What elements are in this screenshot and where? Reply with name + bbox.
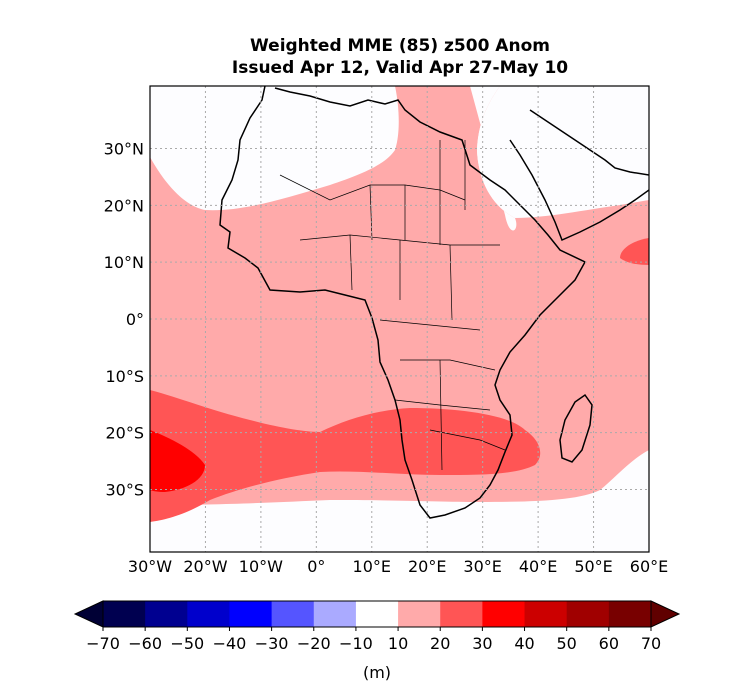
colorbar-tick-label: 10: [388, 634, 408, 653]
colorbar-tick-label: −30: [255, 634, 289, 653]
map-title-line2: Issued Apr 12, Valid Apr 27-May 10: [231, 58, 569, 78]
lon-tick-label: 30°E: [463, 557, 501, 576]
colorbar-swatch: [313, 601, 357, 627]
colorbar-tick-label: 60: [599, 634, 619, 653]
colorbar-unit-label: (m): [363, 663, 391, 682]
lat-tick-label: 10°S: [105, 367, 144, 386]
map-plot-area: [150, 86, 649, 552]
coastline-madagascar: [559, 393, 593, 463]
colorbar-tick-label: 50: [557, 634, 577, 653]
colorbar-swatch: [229, 601, 273, 627]
colorbar: −70 −60 −50 −40 −30 −20 −10 10 20 30 40 50 60 70: [73, 600, 681, 653]
lat-tick-label: 0°: [126, 310, 144, 329]
colorbar-tick-label: −60: [128, 634, 162, 653]
lon-tick-label: 50°E: [574, 557, 612, 576]
lon-tick-label: 40°E: [519, 557, 557, 576]
lat-tick-labels: 30°N 20°N 10°N 0° 10°S 20°S 30°S: [104, 140, 144, 500]
colorbar-tick-label: −50: [170, 634, 204, 653]
lon-tick-label: 10°E: [353, 557, 391, 576]
lon-tick-labels: 30°W 20°W 10°W 0° 10°E 20°E 30°E 40°E 50°E 60°E: [128, 557, 668, 576]
colorbar-tick-label: −20: [297, 634, 331, 653]
colorbar-swatch: [103, 601, 146, 627]
lon-tick-label: 20°W: [183, 557, 227, 576]
coastline-africa: [219, 86, 587, 519]
map-frame: [149, 85, 650, 553]
lat-tick-label: 20°S: [105, 424, 144, 443]
colorbar-swatch: [398, 601, 441, 627]
colorbar-tick-label: 20: [430, 634, 450, 653]
colorbar-tick-label: −70: [86, 634, 120, 653]
map-title-line1: Weighted MME (85) z500 Anom: [250, 36, 550, 56]
lat-tick-label: 20°N: [104, 196, 144, 215]
colorbar-swatch: [271, 601, 315, 627]
country-borders: [279, 140, 506, 471]
anomaly-20-30-region: [150, 390, 541, 522]
colorbar-extend-min: [73, 600, 104, 628]
colorbar-extend-max: [650, 600, 681, 628]
map-gridlines: [150, 86, 649, 552]
colorbar-swatch: [440, 601, 483, 627]
colorbar-swatch: [355, 601, 399, 627]
anomaly-20-30-arabian-patch: [620, 238, 649, 265]
lat-tick-label: 30°S: [105, 480, 144, 499]
colorbar-tick-label: −10: [339, 634, 373, 653]
colorbar-tick-label: −40: [213, 634, 247, 653]
anomaly-below-10-middle-east: [470, 86, 517, 231]
colorbar-swatch: [145, 601, 188, 627]
colorbar-swatch: [187, 601, 230, 627]
anomaly-30-40-region: [150, 430, 205, 492]
lat-tick-label: 10°N: [104, 253, 144, 272]
colorbar-tick-label: 70: [641, 634, 661, 653]
colorbar-swatch: [482, 601, 526, 627]
colorbar-swatch: [524, 601, 568, 627]
colorbar-swatch: [566, 601, 610, 627]
lon-tick-label: 0°: [307, 557, 325, 576]
coastline-arabia: [509, 109, 649, 242]
colorbar-tick-label: 30: [472, 634, 492, 653]
colorbar-tick-label: 40: [514, 634, 534, 653]
colorbar-swatch: [608, 601, 652, 627]
lon-tick-label: 60°E: [630, 557, 668, 576]
lon-tick-label: 10°W: [239, 557, 283, 576]
lat-tick-label: 30°N: [104, 140, 144, 159]
colorbar-frame: [102, 600, 652, 628]
anomaly-10-20-region: [150, 86, 649, 505]
lon-tick-label: 20°E: [408, 557, 446, 576]
lon-tick-label: 30°W: [128, 557, 172, 576]
